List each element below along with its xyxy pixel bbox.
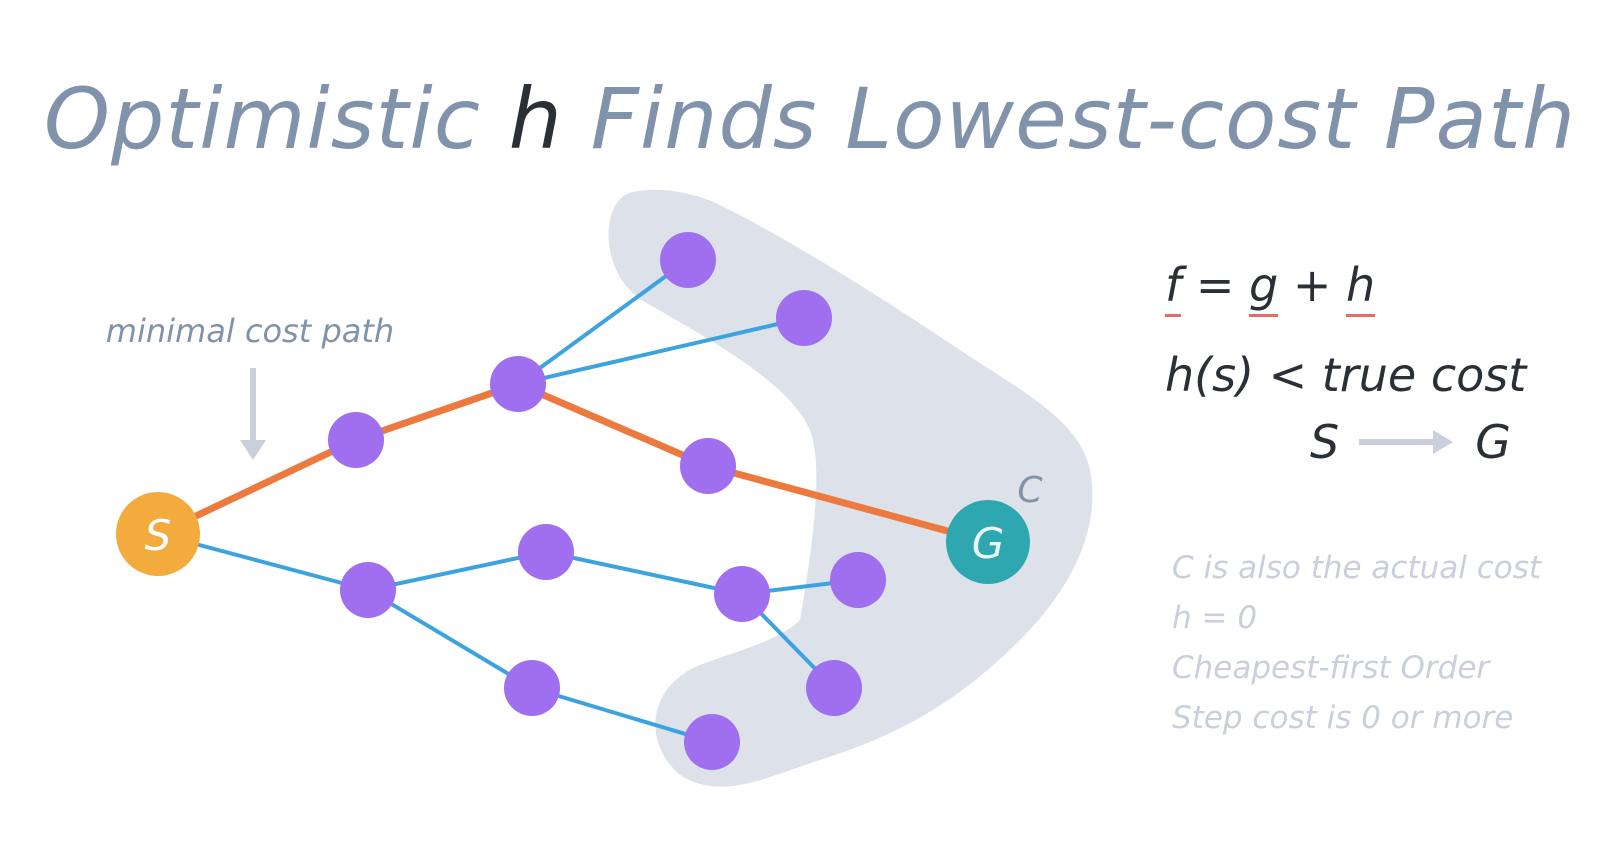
node-b4 bbox=[830, 552, 886, 608]
edge-b2-b3 bbox=[544, 550, 744, 596]
right-arrow-icon bbox=[1359, 430, 1454, 454]
node-b1 bbox=[340, 562, 396, 618]
title-highlight-h: h bbox=[508, 70, 563, 168]
node-top-1 bbox=[660, 232, 716, 288]
node-b2 bbox=[518, 524, 574, 580]
eq-equals: = bbox=[1195, 258, 1235, 312]
eq-s-label: S bbox=[1310, 415, 1340, 469]
node-n2 bbox=[490, 356, 546, 412]
node-n3 bbox=[680, 438, 736, 494]
node-b5 bbox=[806, 660, 862, 716]
h-less-than-true-cost: h(s) < true cost bbox=[1165, 348, 1527, 402]
note-h-zero: h = 0 bbox=[1172, 600, 1258, 636]
minimal-cost-path-label: minimal cost path bbox=[106, 312, 394, 350]
eq-g-label: G bbox=[1475, 415, 1511, 469]
node-b7 bbox=[684, 714, 740, 770]
node-n1 bbox=[328, 412, 384, 468]
node-b6 bbox=[504, 660, 560, 716]
s-to-g-line: S G bbox=[1310, 415, 1511, 469]
edge-b1-b2 bbox=[366, 550, 548, 592]
goal-node-label: G bbox=[972, 519, 1005, 568]
edge-b6-b7 bbox=[530, 686, 714, 744]
start-node: S bbox=[116, 492, 200, 576]
edge-b1-b6 bbox=[366, 588, 534, 690]
down-arrow-icon bbox=[240, 368, 266, 460]
eq-f-term: f bbox=[1165, 258, 1182, 317]
explored-region bbox=[608, 189, 1093, 787]
note-cheapest-first: Cheapest-first Order bbox=[1172, 650, 1490, 686]
c-cost-label: C bbox=[1017, 470, 1043, 511]
node-top-2 bbox=[776, 290, 832, 346]
edge-optimal-n1-n2 bbox=[352, 380, 522, 444]
edge-optimal-n2-n3 bbox=[514, 380, 712, 470]
note-step-cost: Step cost is 0 or more bbox=[1172, 700, 1514, 736]
edge-n2-top1 bbox=[516, 258, 690, 386]
title-part-2: Finds Lowest-cost Path bbox=[562, 70, 1577, 168]
node-b3 bbox=[714, 566, 770, 622]
eq-plus: + bbox=[1292, 258, 1332, 312]
f-equals-g-plus-h: f = g + h bbox=[1165, 258, 1376, 317]
slide-title: Optimistic h Finds Lowest-cost Path bbox=[0, 70, 1620, 168]
goal-node: G bbox=[946, 500, 1030, 584]
note-actual-cost: C is also the actual cost bbox=[1172, 550, 1542, 586]
edge-n2-top2 bbox=[516, 316, 806, 386]
start-node-label: S bbox=[145, 511, 172, 560]
edge-optimal-n3-g bbox=[704, 462, 992, 546]
eq-h-term: h bbox=[1346, 258, 1376, 317]
eq-g-term: g bbox=[1249, 258, 1279, 317]
graph-nodes bbox=[328, 232, 886, 770]
title-part-1: Optimistic bbox=[43, 70, 509, 168]
